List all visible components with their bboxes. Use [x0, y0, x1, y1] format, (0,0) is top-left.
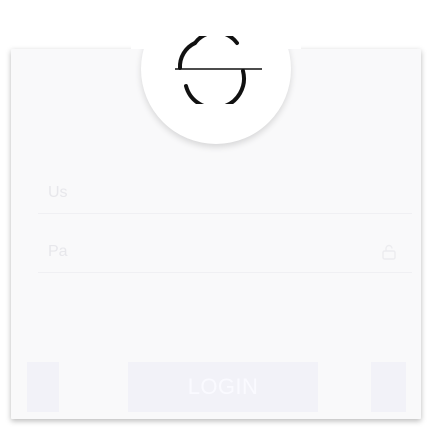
username-input[interactable] [38, 173, 412, 213]
create-account-link[interactable]: ccount? [121, 434, 163, 436]
password-input[interactable] [38, 232, 412, 272]
logo-cover [131, 0, 301, 49]
right-button-edge [371, 362, 406, 412]
password-field-row [38, 232, 412, 273]
left-button-edge [27, 362, 59, 412]
lock-icon[interactable] [380, 243, 398, 261]
login-card: LOGIN Forg ccount? [11, 49, 421, 436]
logo-icon [168, 30, 264, 110]
username-field-row [38, 173, 412, 214]
login-button[interactable]: LOGIN [128, 362, 318, 412]
forgot-password-link[interactable]: Forg [27, 434, 52, 436]
